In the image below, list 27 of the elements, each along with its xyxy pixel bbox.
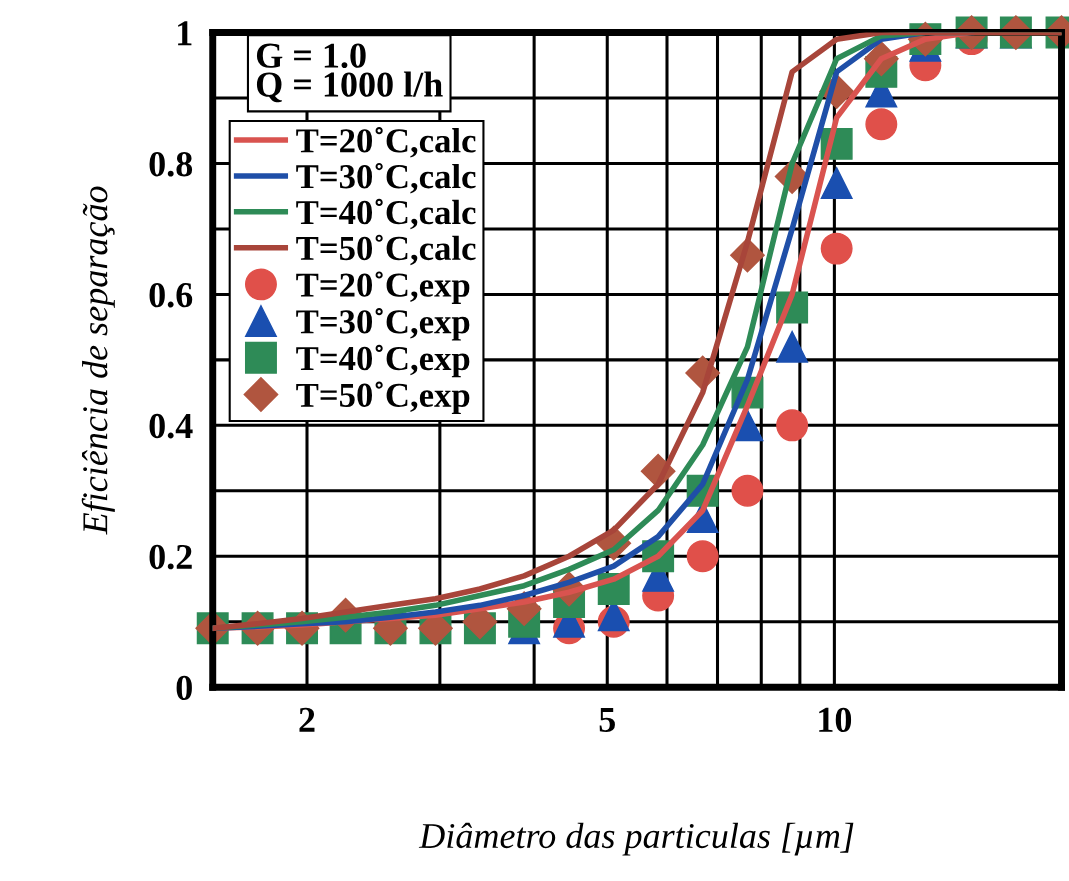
y-tick-label: 0.8	[149, 152, 193, 177]
y-tick-label: 1	[178, 21, 192, 46]
point	[820, 232, 853, 265]
x-tick-label: 2	[299, 707, 315, 732]
point	[865, 108, 898, 141]
x-tick-label: 5	[599, 708, 615, 733]
x-axis-title: Diâmetro das particulas [µm]	[418, 822, 854, 856]
point	[820, 167, 853, 200]
x-tick-label: 10	[819, 707, 852, 733]
y-tick-label: 0.2	[149, 544, 192, 570]
legend-label: T=20˚C,calc	[296, 127, 476, 158]
legend-label: T=40˚C,calc	[296, 198, 476, 230]
point	[776, 330, 809, 363]
legend-label: T=40˚C,exp	[296, 344, 470, 378]
legend-label: T=50˚C,exp	[296, 381, 470, 415]
annotation: G = 1.0 Q = 1000 l/h	[256, 43, 443, 103]
y-tick-label: 0	[176, 675, 192, 701]
y-tick-label: 0.6	[149, 282, 193, 308]
y-axis-title: Eficiência de separação	[81, 186, 115, 535]
point	[686, 540, 719, 573]
point	[731, 474, 764, 507]
y-tick-label: 0.4	[149, 413, 193, 439]
legend-label: T=30˚C,calc	[296, 162, 476, 194]
legend-label: T=50˚C,calc	[296, 234, 476, 266]
point	[776, 409, 809, 442]
legend-label: T=30˚C,exp	[296, 308, 470, 341]
legend-label: T=20˚C,exp	[296, 271, 470, 304]
